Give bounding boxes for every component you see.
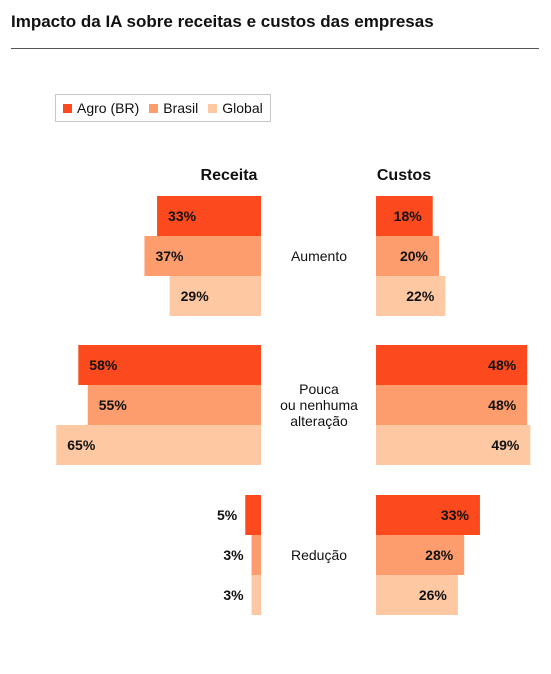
label-custos-0-2: 33%	[441, 507, 470, 523]
legend: Agro (BR) Brasil Global	[55, 94, 271, 122]
bar-custos-1-1	[376, 385, 528, 425]
label-custos-0-1: 48%	[488, 357, 517, 373]
legend-label-agro: Agro (BR)	[77, 100, 140, 116]
bar-custos-2-0	[376, 276, 446, 316]
bar-receita-2-2	[251, 575, 261, 615]
bar-custos-0-0	[376, 196, 433, 236]
chart-title: Impacto da IA sobre receitas e custos da…	[11, 12, 434, 31]
bar-receita-0-2	[245, 495, 261, 535]
label-custos-2-2: 26%	[419, 587, 448, 603]
panel-header-receita: Receita	[201, 167, 258, 184]
legend-label-global: Global	[222, 100, 263, 116]
category-label-2-0: Redução	[291, 547, 347, 563]
bar-custos-2-2	[376, 575, 458, 615]
label-receita-2-1: 65%	[67, 437, 96, 453]
legend-swatch-agro	[63, 103, 72, 113]
legend-item-agro: Agro (BR)	[63, 100, 139, 116]
label-receita-1-0: 37%	[155, 248, 184, 264]
bar-receita-1-1	[87, 385, 261, 425]
label-custos-2-1: 49%	[491, 437, 520, 453]
bar-receita-2-1	[56, 425, 261, 465]
bar-custos-2-1	[376, 425, 531, 465]
legend-item-global: Global	[208, 100, 263, 116]
label-custos-1-2: 28%	[425, 547, 454, 563]
category-label-1-2: alteração	[290, 413, 348, 429]
panel-header-custos: Custos	[377, 167, 431, 184]
label-receita-0-0: 33%	[168, 208, 197, 224]
label-custos-1-0: 20%	[400, 248, 429, 264]
category-label-1-0: Pouca	[299, 381, 339, 397]
legend-swatch-global	[208, 103, 218, 113]
bar-custos-0-2	[376, 495, 480, 535]
bar-receita-0-1	[78, 345, 261, 385]
label-custos-0-0: 18%	[394, 208, 423, 224]
category-label-0-0: Aumento	[291, 248, 347, 264]
bar-custos-0-1	[376, 345, 528, 385]
legend-swatch-brasil	[149, 103, 159, 113]
label-receita-1-2: 3%	[223, 547, 244, 563]
bar-receita-2-0	[169, 276, 261, 316]
label-custos-1-1: 48%	[488, 397, 517, 413]
label-receita-2-0: 29%	[181, 288, 210, 304]
title-divider	[11, 48, 539, 49]
category-label-1-1: ou nenhuma	[280, 397, 358, 413]
bar-custos-1-2	[376, 535, 465, 575]
bar-receita-1-0	[144, 236, 261, 276]
label-receita-0-2: 5%	[217, 507, 238, 523]
label-receita-2-2: 3%	[223, 587, 244, 603]
bar-custos-1-0	[376, 236, 439, 276]
bar-receita-0-0	[157, 196, 261, 236]
label-receita-1-1: 55%	[99, 397, 128, 413]
legend-label-brasil: Brasil	[163, 100, 199, 116]
legend-item-brasil: Brasil	[149, 100, 198, 116]
label-receita-0-1: 58%	[89, 357, 118, 373]
label-custos-2-0: 22%	[406, 288, 435, 304]
bar-receita-1-2	[251, 535, 261, 575]
